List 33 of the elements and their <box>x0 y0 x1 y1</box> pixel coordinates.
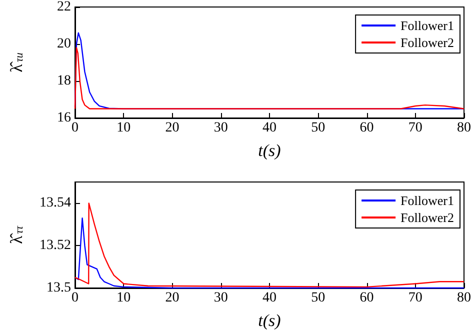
x-tick-label: 30 <box>214 290 228 306</box>
x-tick-label: 70 <box>408 290 422 306</box>
y-axis-title: λ̂τu <box>7 52 26 72</box>
legend-label: Follower1 <box>400 18 454 33</box>
y-tick-label: 13.54 <box>40 196 71 211</box>
x-tick-label: 80 <box>457 120 471 136</box>
x-tick-label: 60 <box>360 120 374 136</box>
x-tick-label: 40 <box>262 120 276 136</box>
x-tick-label: 50 <box>311 120 326 136</box>
y-tick-label: 13.52 <box>40 238 71 254</box>
x-tick-label: 70 <box>408 120 422 136</box>
y-axis-title: λ̂ττ <box>7 224 26 244</box>
x-tick-label: 80 <box>457 290 471 306</box>
legend-label: Follower2 <box>400 35 454 50</box>
y-tick-label: 20 <box>57 36 71 52</box>
x-tick-label: 20 <box>165 120 180 136</box>
x-tick-label: 0 <box>72 290 78 306</box>
x-axis-title: t(s) <box>258 311 282 330</box>
x-axis-title: t(s) <box>258 141 282 160</box>
x-tick-label: 10 <box>116 120 131 136</box>
y-tick-label: 22 <box>57 0 71 14</box>
y-tick-label: 13.5 <box>46 280 71 296</box>
x-tick-label: 0 <box>72 120 78 136</box>
x-tick-label: 20 <box>165 290 180 306</box>
y-tick-label: 16 <box>57 110 71 126</box>
x-tick-label: 60 <box>360 290 374 306</box>
x-tick-label: 50 <box>311 290 326 306</box>
legend-label: Follower2 <box>400 210 454 225</box>
y-tick-label: 18 <box>57 74 71 88</box>
x-tick-label: 40 <box>262 290 276 306</box>
x-tick-label: 30 <box>214 120 228 136</box>
legend-label: Follower1 <box>400 193 454 208</box>
x-tick-label: 10 <box>116 290 131 306</box>
